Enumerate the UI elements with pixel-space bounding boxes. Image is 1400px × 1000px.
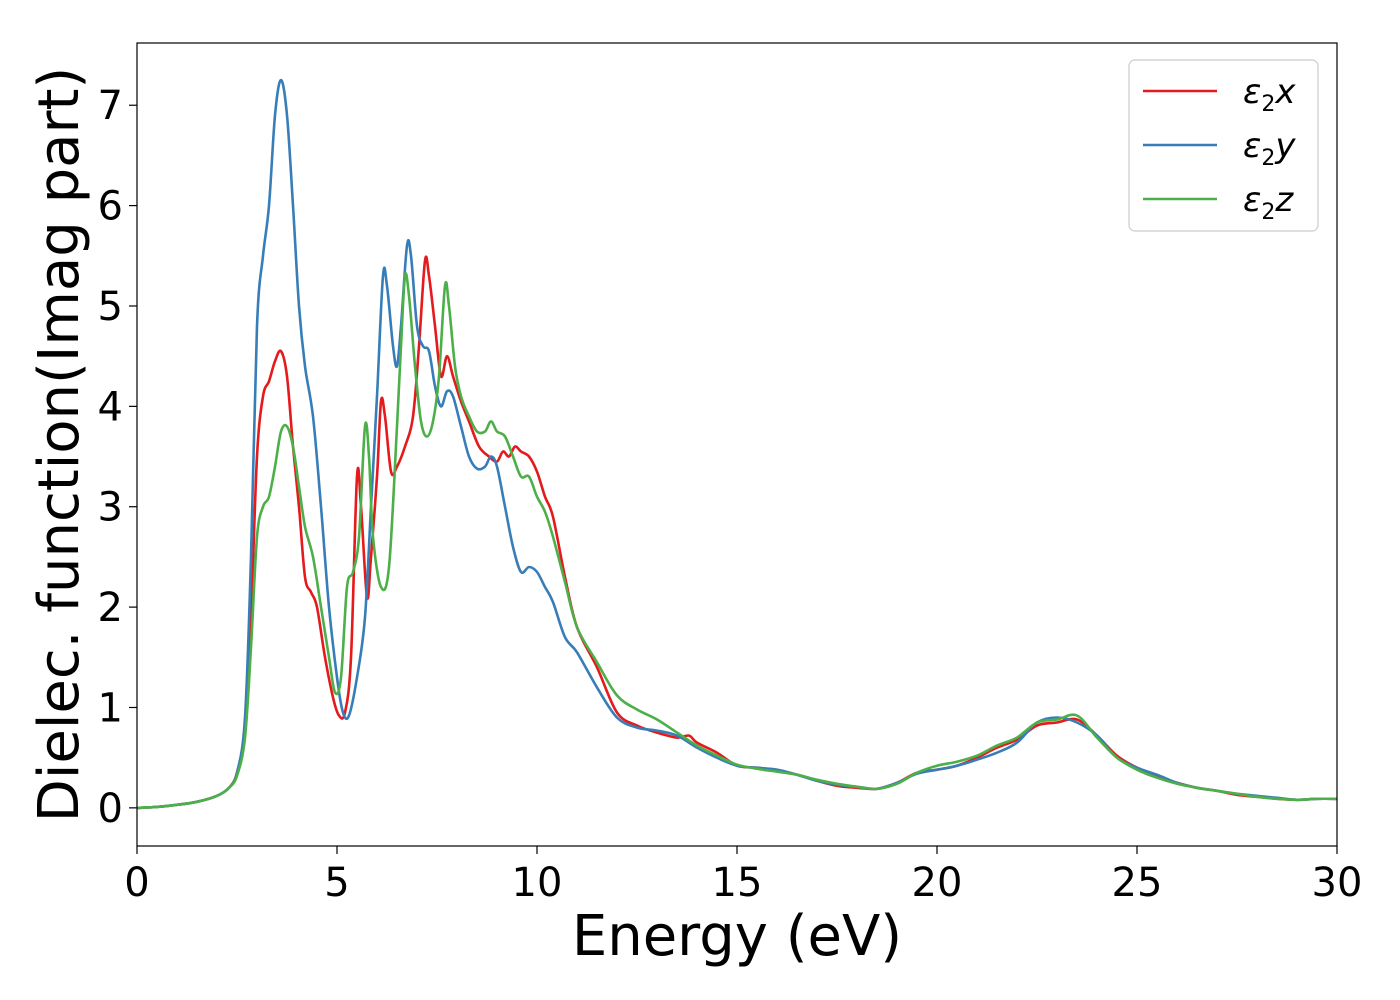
x-tick-label: 15 [712,860,763,906]
y-axis-title: Dielec. function(Imag part) [27,67,92,823]
x-tick-label: 25 [1112,860,1163,906]
x-tick-label: 10 [512,860,563,906]
plot-lines [137,78,1337,810]
x-axis-ticks: 0 5 10 15 20 25 30 [124,846,1362,906]
legend-label-z: ε2z [1243,180,1294,225]
y-tick-label: 3 [98,485,123,531]
legend-box [1128,59,1319,232]
y-tick-label: 2 [98,585,123,631]
y-tick-label: 4 [98,384,123,430]
y-tick-label: 5 [98,284,123,330]
y-tick-label: 6 [98,184,123,230]
series-line-z [137,272,1337,810]
y-tick-label: 7 [98,83,123,129]
legend: ε2x ε2y ε2z [1128,59,1319,232]
x-tick-label: 0 [124,860,149,906]
x-tick-label: 30 [1312,860,1363,906]
series-line-y [137,78,1337,810]
x-tick-label: 5 [324,860,349,906]
y-tick-label: 1 [98,685,123,731]
legend-label-x: ε2x [1243,72,1296,117]
x-axis-title: Energy (eV) [572,904,902,969]
y-tick-label: 0 [98,786,123,832]
y-axis-ticks: 0 1 2 3 4 5 6 7 [98,83,137,832]
x-tick-label: 20 [912,860,963,906]
legend-label-y: ε2y [1243,126,1296,171]
